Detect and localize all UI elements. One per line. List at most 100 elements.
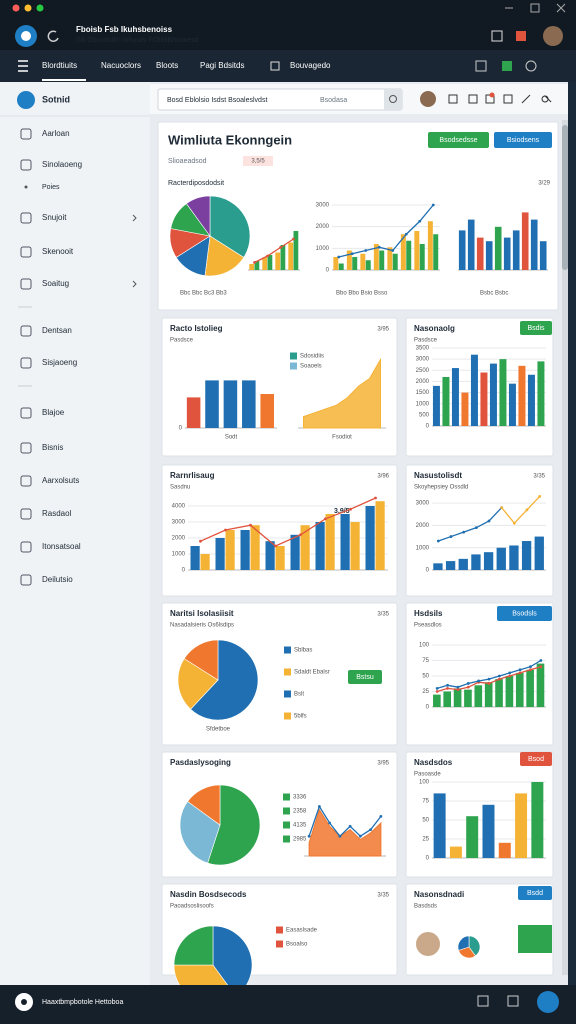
nav-tab[interactable]: Pagi Bdsitds <box>200 61 244 70</box>
close-dot[interactable] <box>12 4 20 12</box>
bar <box>267 255 273 270</box>
legend-swatch <box>284 668 291 676</box>
card <box>161 464 398 597</box>
sidebar-item[interactable]: Bisnis <box>42 443 63 452</box>
sidebar-item[interactable]: Rasdaol <box>42 509 72 518</box>
user-avatar[interactable] <box>543 26 563 46</box>
sidebar-item[interactable]: Aarloan <box>42 129 70 138</box>
sidebar-item[interactable]: Blajoe <box>42 408 65 417</box>
window-controls[interactable] <box>505 3 566 13</box>
menu-button[interactable] <box>18 60 28 72</box>
sidebar-avatar <box>17 91 35 109</box>
status-icon-inner <box>21 999 27 1005</box>
bar <box>290 534 300 570</box>
sidebar-item[interactable]: Sisjaoeng <box>42 358 77 367</box>
y-tick-label: 0 <box>179 426 183 432</box>
bar <box>262 257 268 270</box>
content: Wimliuta Ekonngein Bsodsedsse Bsiodsens Sli… <box>157 121 559 985</box>
legend-label: Bslt <box>294 692 304 698</box>
button[interactable] <box>348 670 382 684</box>
chat-icon[interactable] <box>525 60 537 72</box>
bar <box>265 541 275 570</box>
y-tick-label: 1000 <box>172 552 186 558</box>
sidebar-item[interactable]: Snujoit <box>42 213 67 222</box>
y-tick-label: 0 <box>426 568 430 574</box>
grid-icon[interactable] <box>475 60 487 72</box>
line <box>338 204 434 258</box>
alert-icon[interactable] <box>516 31 526 41</box>
x-axis-label: Fsodiot <box>332 435 352 441</box>
sidebar-item[interactable]: Poies <box>42 184 60 191</box>
y-tick-label: 0 <box>326 268 330 274</box>
pie-slice <box>457 935 470 951</box>
bar <box>480 372 488 426</box>
sidebar-item[interactable]: Aarxolsuts <box>42 476 79 485</box>
pin-icon[interactable] <box>491 30 503 42</box>
card-subtitle: Pasdsce <box>414 338 438 344</box>
back-button[interactable] <box>47 30 59 42</box>
bar <box>200 554 210 570</box>
scroll-thumb[interactable] <box>562 125 568 270</box>
sidebar-item[interactable]: Dentsan <box>42 326 72 335</box>
chart-note: 3/29 <box>538 181 550 187</box>
bar <box>373 244 379 270</box>
bar <box>300 525 310 570</box>
nav-tab[interactable]: Nacuoclors <box>101 61 141 70</box>
sidebar-item[interactable]: Skenooit <box>42 247 74 256</box>
button[interactable] <box>428 132 489 148</box>
sidebar-item[interactable]: Itonsatsoal <box>42 542 81 551</box>
sidebar <box>0 82 150 985</box>
button[interactable] <box>518 886 552 900</box>
search-button[interactable] <box>384 89 402 110</box>
legend-label: 2358 <box>293 809 307 815</box>
sheet-icon[interactable] <box>502 61 512 71</box>
bar <box>521 212 529 270</box>
nav-tab[interactable]: Bouvagedo <box>290 61 331 70</box>
bar <box>521 541 532 570</box>
scrollbar[interactable] <box>562 120 568 975</box>
y-tick-label: 100 <box>419 780 430 786</box>
bar <box>482 804 495 858</box>
status-icons[interactable] <box>477 995 519 1007</box>
bar <box>518 365 526 426</box>
button-label: Bsdis <box>527 325 545 332</box>
contact-avatar <box>416 932 440 956</box>
sidebar-item[interactable]: Deilutsio <box>42 575 73 584</box>
bar <box>534 536 544 570</box>
y-tick-label: 2000 <box>316 224 330 230</box>
line <box>436 659 542 690</box>
button[interactable] <box>494 132 552 148</box>
sidebar-item[interactable]: Soaitug <box>42 279 69 288</box>
button[interactable] <box>520 752 552 766</box>
pie-slice <box>468 935 481 957</box>
toolbar-avatar[interactable] <box>420 91 436 107</box>
bar <box>254 261 260 270</box>
pie-slice <box>183 639 219 681</box>
bar <box>387 247 393 270</box>
button[interactable] <box>520 321 552 335</box>
bar <box>419 244 425 270</box>
sidebar-item[interactable]: Sinolaoeng <box>42 160 82 169</box>
legend-text: Bbc Bbc Bc3 Bb3 <box>180 291 227 297</box>
bar <box>280 245 286 270</box>
toolbar-icons[interactable] <box>448 94 552 104</box>
nav-tab[interactable]: Bloots <box>156 61 178 70</box>
nav-icon <box>20 159 32 171</box>
bar <box>352 257 358 270</box>
max-dot[interactable] <box>36 4 44 12</box>
y-tick-label: 2500 <box>416 368 430 374</box>
bar <box>449 846 462 858</box>
y-tick-label: 3000 <box>416 501 430 507</box>
bar <box>474 685 483 707</box>
nav-tab[interactable]: Blordtiuits <box>42 61 77 70</box>
min-dot[interactable] <box>24 4 32 12</box>
bar <box>527 374 535 426</box>
x-axis-label: Sfdetboe <box>206 727 231 733</box>
legend-label: 4135 <box>293 823 307 829</box>
button[interactable] <box>497 606 552 621</box>
nav-icon <box>20 475 32 487</box>
legend-label: Sblbas <box>294 648 312 654</box>
help-button[interactable] <box>537 991 559 1013</box>
pie-slice <box>177 658 219 710</box>
button-label: Bsdd <box>527 890 543 897</box>
